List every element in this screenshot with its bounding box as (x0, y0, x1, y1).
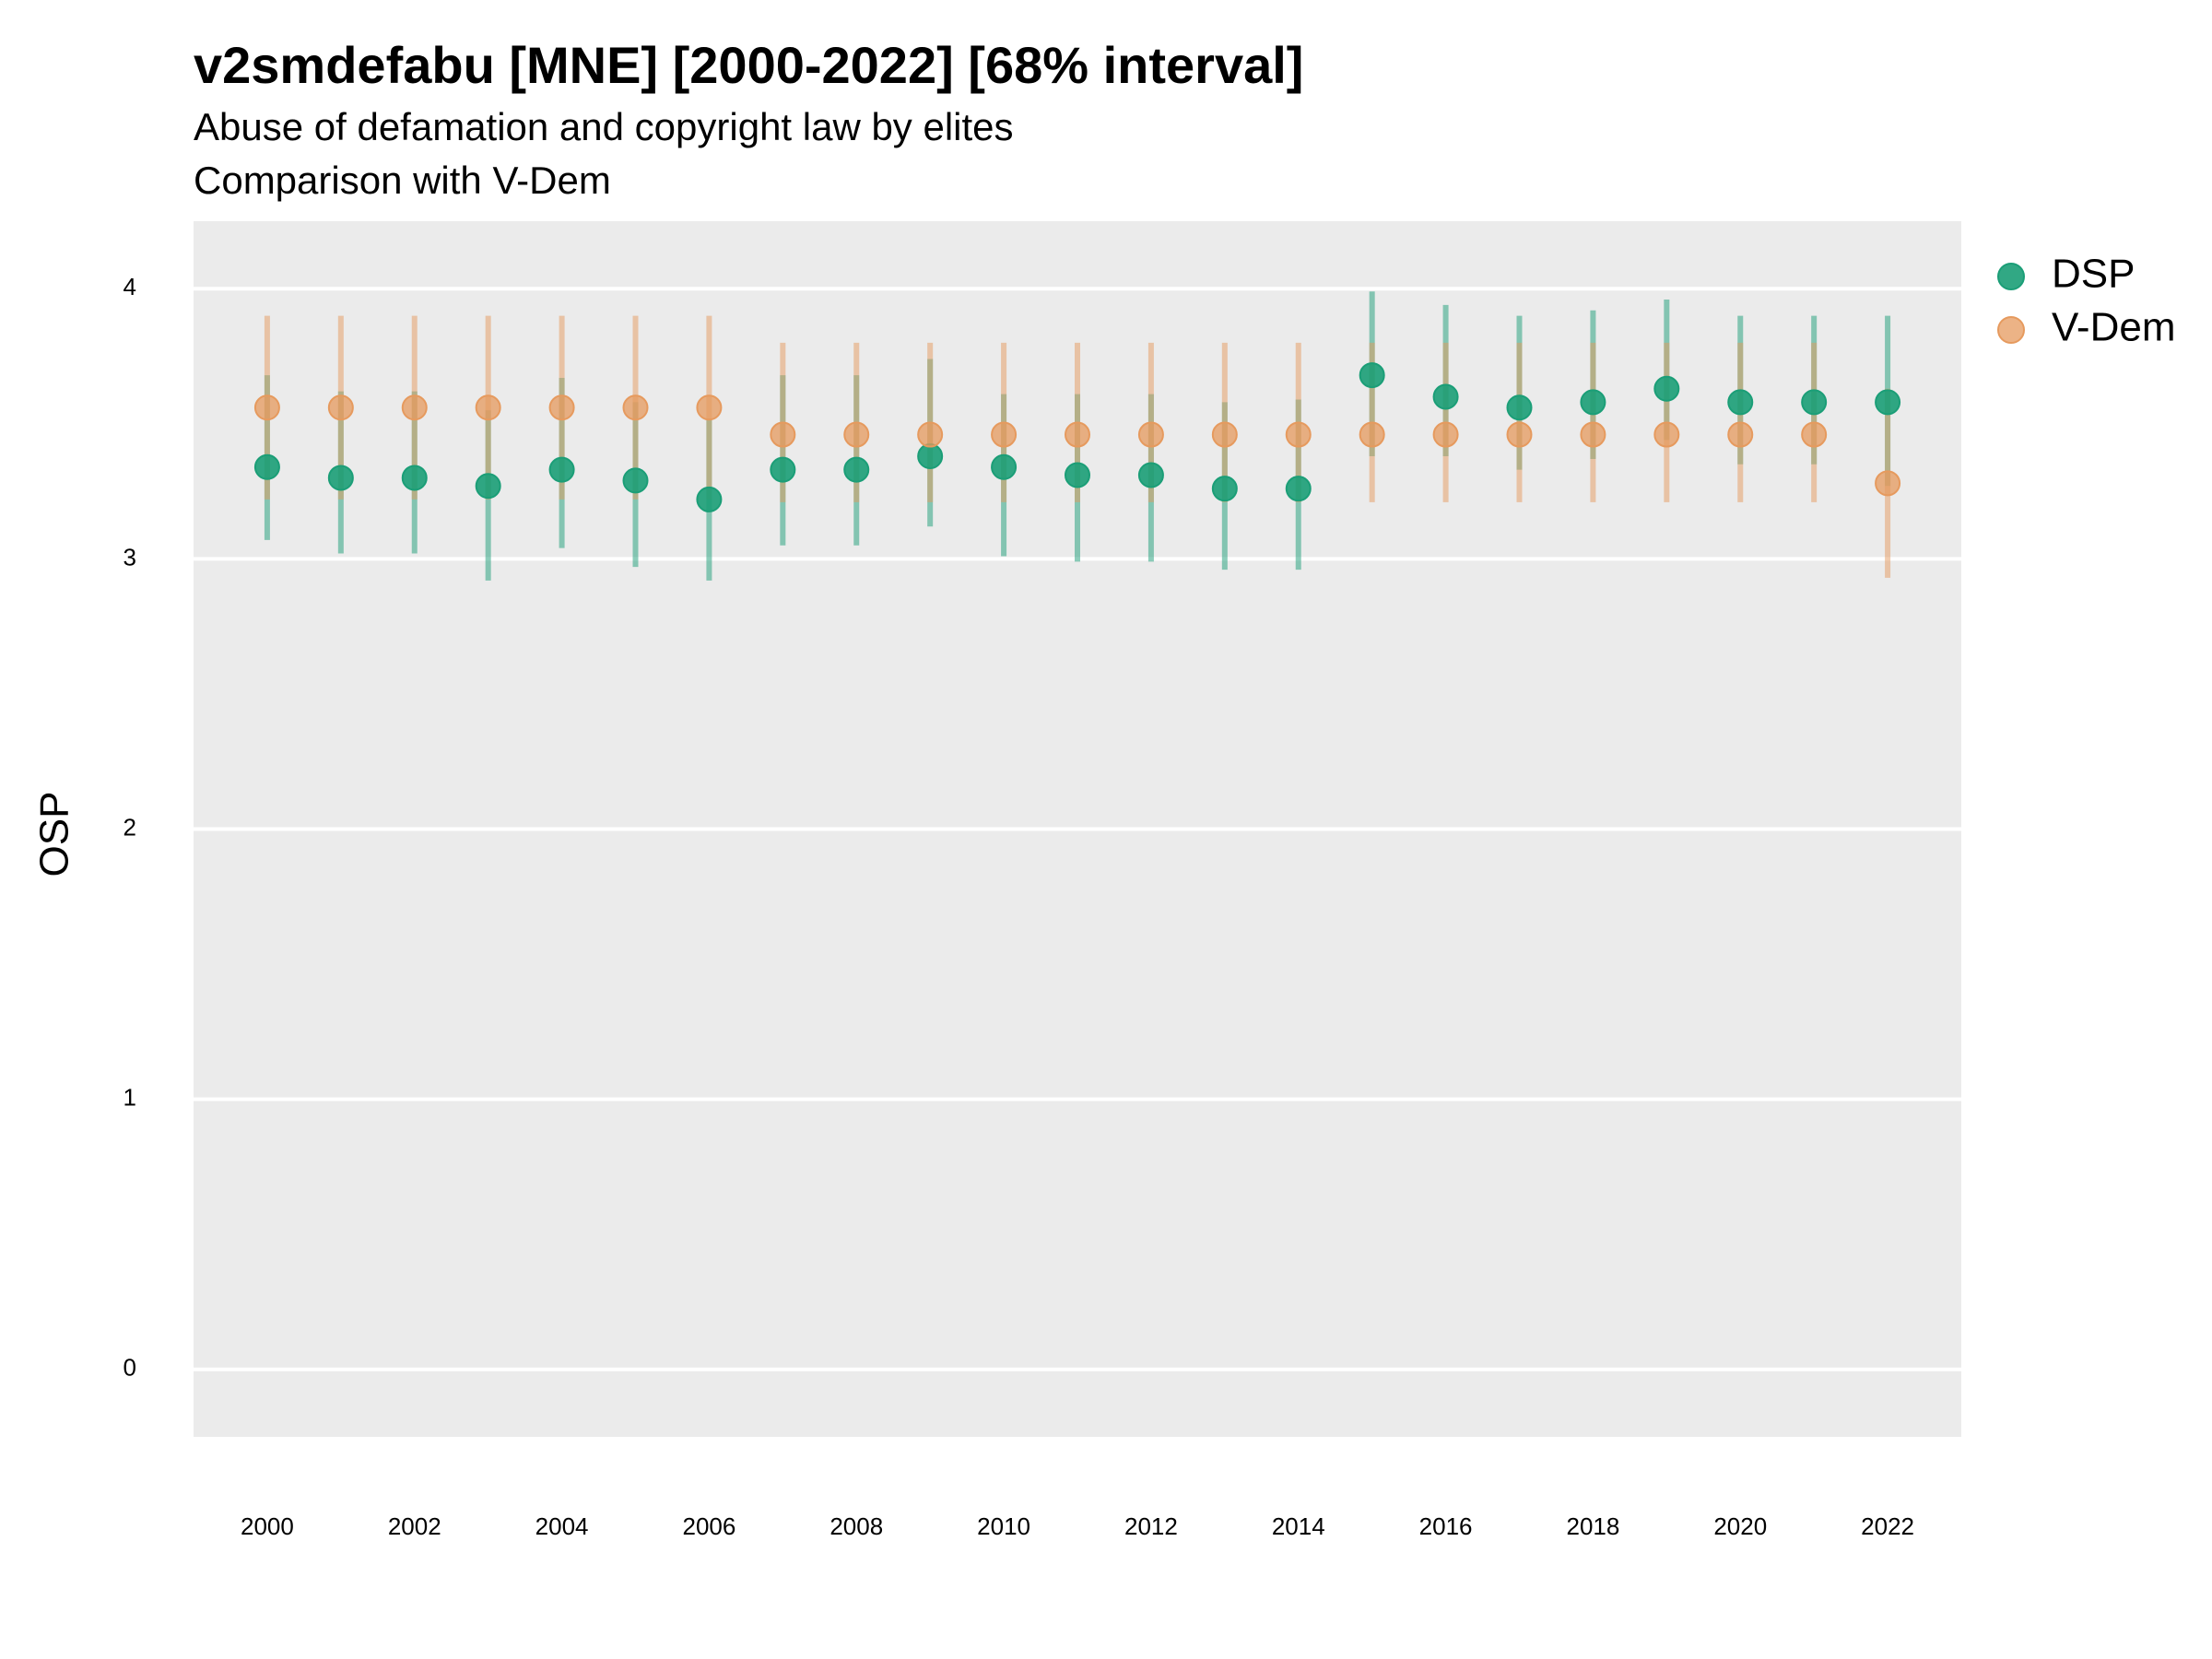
point (327, 394, 354, 421)
point (253, 394, 280, 421)
point (1506, 421, 1533, 448)
point (253, 453, 280, 480)
x-tick-label: 2016 (1419, 1512, 1473, 1540)
point (1653, 421, 1680, 448)
point (696, 394, 723, 421)
y-axis-label: OSP (32, 792, 77, 877)
point (1065, 462, 1090, 488)
x-tick-label: 2012 (1124, 1512, 1178, 1540)
point (1727, 389, 1754, 416)
point (1065, 421, 1090, 448)
x-tick-label: 2018 (1566, 1512, 1619, 1540)
point (991, 453, 1018, 480)
chart-subtitle: Comparison with V-Dem (194, 159, 611, 202)
point (475, 394, 501, 421)
point (991, 421, 1018, 448)
y-tick-label: 0 (124, 1354, 136, 1382)
y-tick-label: 4 (124, 273, 136, 300)
point (1580, 389, 1606, 416)
point (1875, 470, 1901, 497)
point (548, 394, 575, 421)
x-tick-label: 2022 (1861, 1512, 1914, 1540)
point (1506, 394, 1533, 421)
x-tick-label: 2004 (535, 1512, 589, 1540)
point (1359, 362, 1385, 389)
x-tick-label: 2006 (682, 1512, 735, 1540)
point (843, 421, 870, 448)
point (1211, 476, 1238, 502)
point (696, 486, 723, 512)
legend-marker (1997, 263, 2025, 290)
point (622, 394, 649, 421)
legend-label: DSP (2052, 252, 2135, 297)
chart-subtitle: Abuse of defamation and copyright law by… (194, 105, 1014, 148)
y-tick-label: 1 (124, 1083, 136, 1111)
y-tick-label: 2 (124, 813, 136, 841)
point (1727, 421, 1754, 448)
point (327, 465, 354, 491)
point (1432, 383, 1459, 410)
point (917, 443, 944, 470)
point (1580, 421, 1606, 448)
point (917, 421, 944, 448)
point (770, 456, 796, 483)
point (770, 421, 796, 448)
point (548, 456, 575, 483)
point (1875, 389, 1901, 416)
x-tick-label: 2008 (830, 1512, 883, 1540)
x-tick-label: 2010 (977, 1512, 1030, 1540)
point (401, 465, 428, 491)
point (843, 456, 870, 483)
point (1653, 375, 1680, 402)
point (1285, 476, 1312, 502)
point (1137, 462, 1164, 488)
point (1137, 421, 1164, 448)
point (1211, 421, 1238, 448)
x-tick-label: 2000 (241, 1512, 294, 1540)
point (1801, 389, 1828, 416)
point (475, 473, 501, 500)
y-tick-label: 3 (124, 543, 136, 571)
x-tick-label: 2002 (388, 1512, 441, 1540)
x-tick-label: 2014 (1272, 1512, 1325, 1540)
legend-marker (1997, 316, 2025, 344)
point (1359, 421, 1385, 448)
point (1801, 421, 1828, 448)
chart-title: v2smdefabu [MNE] [2000-2022] [68% interv… (194, 36, 1303, 94)
point (401, 394, 428, 421)
point (622, 467, 649, 494)
legend-label: V-Dem (2052, 305, 2175, 350)
point (1432, 421, 1459, 448)
point (1285, 421, 1312, 448)
x-tick-label: 2020 (1713, 1512, 1767, 1540)
